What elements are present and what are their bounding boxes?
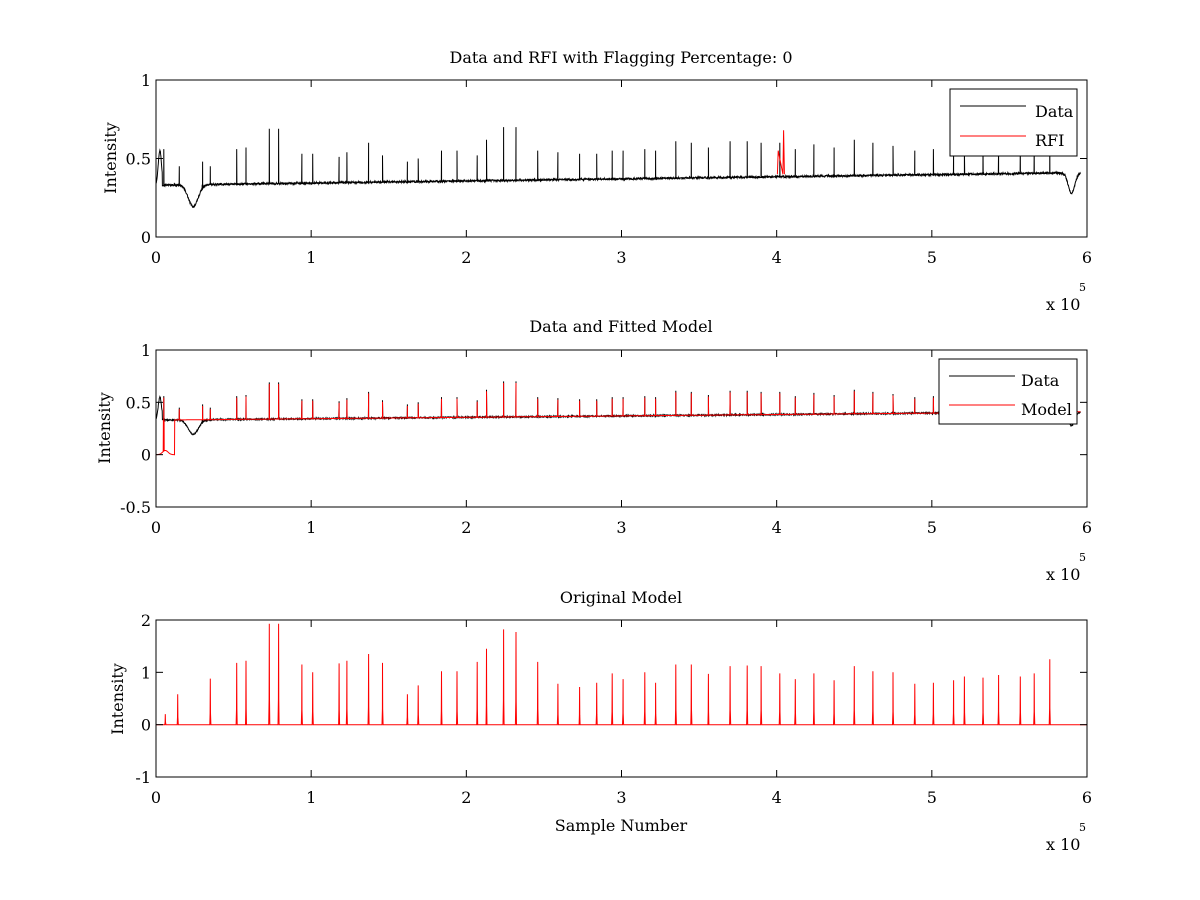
panel2-plot-area <box>156 381 1081 456</box>
panel3-ytick-label: 0 <box>141 716 151 735</box>
panel1-xtick-label: 1 <box>306 248 316 267</box>
panel1-ylabel: Intensity <box>101 122 120 194</box>
panel2-xtick-label: 0 <box>151 518 161 537</box>
panel1-plot-area <box>156 127 1081 209</box>
panel1-exponent-power: 5 <box>1079 281 1086 294</box>
panel2-xtick-label: 1 <box>306 518 316 537</box>
panel1-ytick-label: 0.5 <box>126 150 151 169</box>
panel3-xtick-label: 1 <box>306 788 316 807</box>
panel2-xtick-label: 4 <box>772 518 782 537</box>
panel1-xtick-label: 5 <box>927 248 937 267</box>
panel-fitted-model: Data and Fitted Model Intensity 0 1 2 3 4 5 6 -… <box>95 317 1092 584</box>
panel3-xlabel: Sample Number <box>555 816 688 835</box>
panel2-legend-model-label: Model <box>1021 400 1072 419</box>
panel3-x-exponent: x 10 5 <box>1046 821 1086 854</box>
panel1-legend-box <box>949 88 1078 157</box>
panel1-xtick-label: 4 <box>772 248 782 267</box>
panel3-xtick-label: 4 <box>772 788 782 807</box>
panel1-ytick-label: 0 <box>141 228 151 247</box>
panel3-ytick-label: 1 <box>141 663 151 682</box>
panel1-x-exponent: x 10 5 <box>1046 281 1086 314</box>
panel1-xtick-label: 2 <box>461 248 471 267</box>
panel1-xtick-label: 6 <box>1082 248 1092 267</box>
panel3-plot-area <box>156 623 1087 726</box>
panel1-series-data-line <box>156 127 1081 209</box>
panel1-exponent-base: x 10 <box>1046 295 1080 314</box>
panel1-ytick-label: 1 <box>141 71 151 90</box>
panel1-legend: Data RFI <box>949 88 1078 157</box>
panel3-ytick-label: -1 <box>135 768 151 787</box>
panel1-xtick-label: 3 <box>616 248 626 267</box>
panel1-legend-data-label: Data <box>1035 102 1074 121</box>
panel2-legend-data-label: Data <box>1021 371 1060 390</box>
panel3-xtick-label: 2 <box>461 788 471 807</box>
panel2-x-exponent: x 10 5 <box>1046 551 1086 584</box>
panel3-ytick-label: 2 <box>141 611 151 630</box>
panel3-exponent-base: x 10 <box>1046 835 1080 854</box>
panel3-xtick-label: 0 <box>151 788 161 807</box>
panel2-ytick-label: -0.5 <box>120 498 151 517</box>
panel3-exponent-power: 5 <box>1079 821 1086 834</box>
panel2-ytick-label: 1 <box>141 341 151 360</box>
panel1-ticks: 0 1 2 3 4 5 6 0 0.5 1 <box>126 71 1093 267</box>
panel3-xtick-label: 6 <box>1082 788 1092 807</box>
panel2-title: Data and Fitted Model <box>529 317 712 336</box>
panel2-ytick-label: 0.5 <box>126 393 151 412</box>
panel2-ylabel: Intensity <box>95 392 114 464</box>
panel2-exponent-base: x 10 <box>1046 565 1080 584</box>
panel1-series-rfi-line <box>776 130 785 175</box>
panel2-xtick-label: 5 <box>927 518 937 537</box>
panel2-ticks: 0 1 2 3 4 5 6-0.500.51 <box>120 341 1092 537</box>
panel3-series-model-line <box>156 623 1087 726</box>
panel2-exponent-power: 5 <box>1079 551 1086 564</box>
panel2-legend-box <box>938 358 1078 425</box>
panel2-xtick-label: 2 <box>461 518 471 537</box>
panel2-ytick-label: 0 <box>141 446 151 465</box>
panel2-series-model-line <box>156 382 1081 456</box>
panel-data-rfi: Data and RFI with Flagging Percentage: 0… <box>101 48 1092 314</box>
panel3-xtick-label: 5 <box>927 788 937 807</box>
panel1-xtick-label: 0 <box>151 248 161 267</box>
panel2-legend: Data Model <box>938 358 1078 425</box>
panel2-xtick-label: 6 <box>1082 518 1092 537</box>
panel1-title: Data and RFI with Flagging Percentage: 0 <box>449 48 792 67</box>
panel3-ylabel: Intensity <box>108 663 127 735</box>
panel3-title: Original Model <box>560 588 682 607</box>
panel2-xtick-label: 3 <box>616 518 626 537</box>
panel3-xtick-label: 3 <box>616 788 626 807</box>
panel1-legend-rfi-label: RFI <box>1035 131 1064 150</box>
